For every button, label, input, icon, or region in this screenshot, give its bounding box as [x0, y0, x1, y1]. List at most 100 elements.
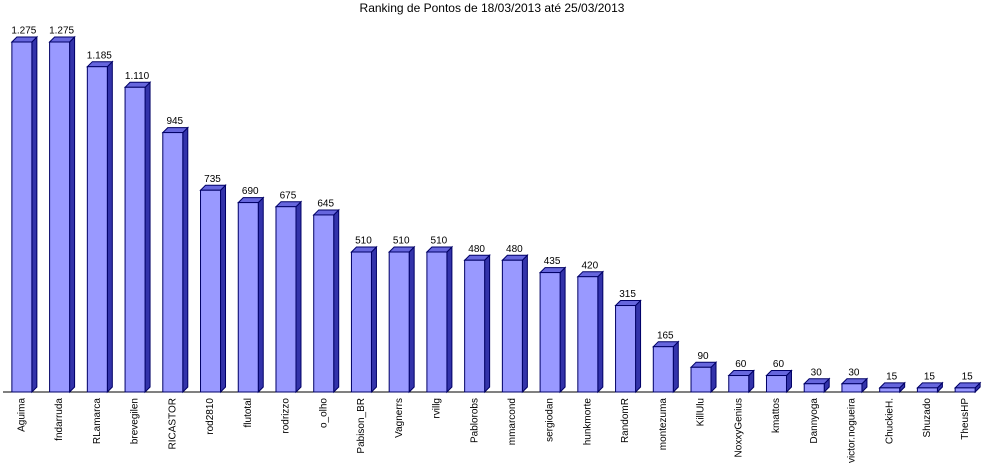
x-tick-label: Vagnerrs — [394, 398, 405, 438]
x-tick-label: sergiodan — [545, 398, 556, 442]
bar-top — [878, 382, 906, 389]
bar-side — [182, 126, 189, 394]
bar-top — [576, 271, 605, 278]
bar — [426, 251, 448, 393]
x-tick-label: Pabison_BR — [356, 398, 367, 454]
value-label: 165 — [657, 330, 674, 341]
bar — [879, 387, 901, 393]
bar — [728, 375, 750, 393]
x-tick-label: RandomR — [620, 398, 631, 443]
bar-side — [597, 270, 604, 394]
value-label: 1.275 — [11, 26, 36, 37]
x-tick-label: Aguima — [17, 398, 28, 432]
bar — [49, 41, 71, 393]
bar — [388, 251, 410, 393]
value-label: 30 — [811, 367, 823, 378]
bar — [237, 202, 259, 393]
bar-top — [237, 197, 265, 204]
value-label: 510 — [431, 236, 448, 247]
x-tick-label: victor.nogueira — [847, 398, 858, 463]
x-tick-label: mmarcond — [507, 398, 518, 445]
bar — [916, 387, 938, 393]
value-label: 435 — [544, 256, 561, 267]
bar-top — [652, 341, 680, 348]
x-tick-label: flutotal — [243, 398, 254, 427]
bar-side — [69, 35, 76, 394]
x-tick-label: fndarruda — [54, 398, 65, 441]
x-tick-label: NoxxyGenius — [733, 398, 744, 457]
bar-side — [257, 196, 264, 394]
bar-side — [635, 299, 642, 394]
bar-side — [370, 245, 377, 394]
x-tick-label: brevegilen — [130, 398, 141, 444]
bar-top — [350, 246, 378, 253]
bar — [690, 366, 712, 393]
bar-top — [312, 209, 340, 216]
bar — [765, 375, 787, 393]
bar-side — [408, 245, 415, 394]
value-label: 1.185 — [87, 50, 112, 61]
value-label: 510 — [355, 236, 372, 247]
bar-side — [295, 200, 302, 394]
x-tick-label: ChuckieH. — [884, 398, 895, 444]
bar-side — [144, 81, 151, 394]
bar-side — [31, 35, 38, 394]
bar — [615, 305, 637, 393]
bar-top — [10, 36, 39, 43]
x-tick-label: o_olho — [318, 398, 329, 428]
x-tick-label: KillUlu — [696, 398, 707, 426]
bar-side — [333, 208, 340, 394]
bar — [124, 86, 146, 393]
value-label: 60 — [735, 359, 747, 370]
bar-top — [614, 300, 642, 307]
x-tick-label: rod2810 — [205, 398, 216, 435]
x-tick-label: hunkmorte — [582, 398, 593, 446]
value-label: 645 — [317, 199, 334, 210]
x-tick-label: montezuma — [658, 398, 669, 451]
x-tick-label: Shuzado — [922, 398, 933, 438]
bar-side — [446, 245, 453, 394]
value-label: 15 — [924, 372, 936, 383]
value-label: 90 — [697, 351, 709, 362]
bar-top — [387, 246, 416, 253]
x-tick-label: rodrizzo — [281, 398, 292, 434]
value-label: 690 — [242, 186, 259, 197]
x-tick-label: Dannyoga — [809, 398, 820, 444]
x-tick-label: Pablorobs — [469, 398, 480, 443]
bar-top — [501, 254, 529, 261]
x-tick-label: rvillg — [432, 398, 443, 419]
x-tick-label: RLamarca — [92, 398, 103, 445]
bar — [803, 383, 825, 393]
bar — [86, 66, 108, 393]
bar-side — [521, 254, 528, 394]
value-label: 1.110 — [125, 71, 150, 82]
bar — [841, 383, 863, 393]
bar-top — [161, 127, 189, 134]
value-label: 420 — [581, 260, 598, 271]
bar-top — [953, 382, 982, 389]
value-label: 510 — [393, 236, 410, 247]
value-label: 480 — [468, 244, 485, 255]
value-label: 30 — [848, 367, 860, 378]
bar-top — [840, 378, 869, 385]
bar-side — [484, 254, 491, 394]
bar — [501, 259, 523, 393]
bar-side — [672, 340, 679, 394]
bar-side — [220, 184, 227, 394]
x-tick-label: TheusHP — [960, 398, 971, 440]
bar-top — [765, 370, 793, 377]
bar — [162, 132, 184, 393]
value-label: 15 — [886, 372, 898, 383]
bar-top — [803, 378, 831, 385]
chart-title: Ranking de Pontos de 18/03/2013 até 25/0… — [360, 1, 625, 15]
x-tick-label: RICASTOR — [167, 398, 178, 450]
bar-top — [48, 36, 76, 43]
bar — [577, 276, 599, 393]
bar-top — [727, 370, 755, 377]
x-tick-label: kmattos — [771, 398, 782, 433]
bar — [200, 189, 222, 393]
bar — [464, 259, 486, 393]
bar-top — [689, 361, 718, 368]
